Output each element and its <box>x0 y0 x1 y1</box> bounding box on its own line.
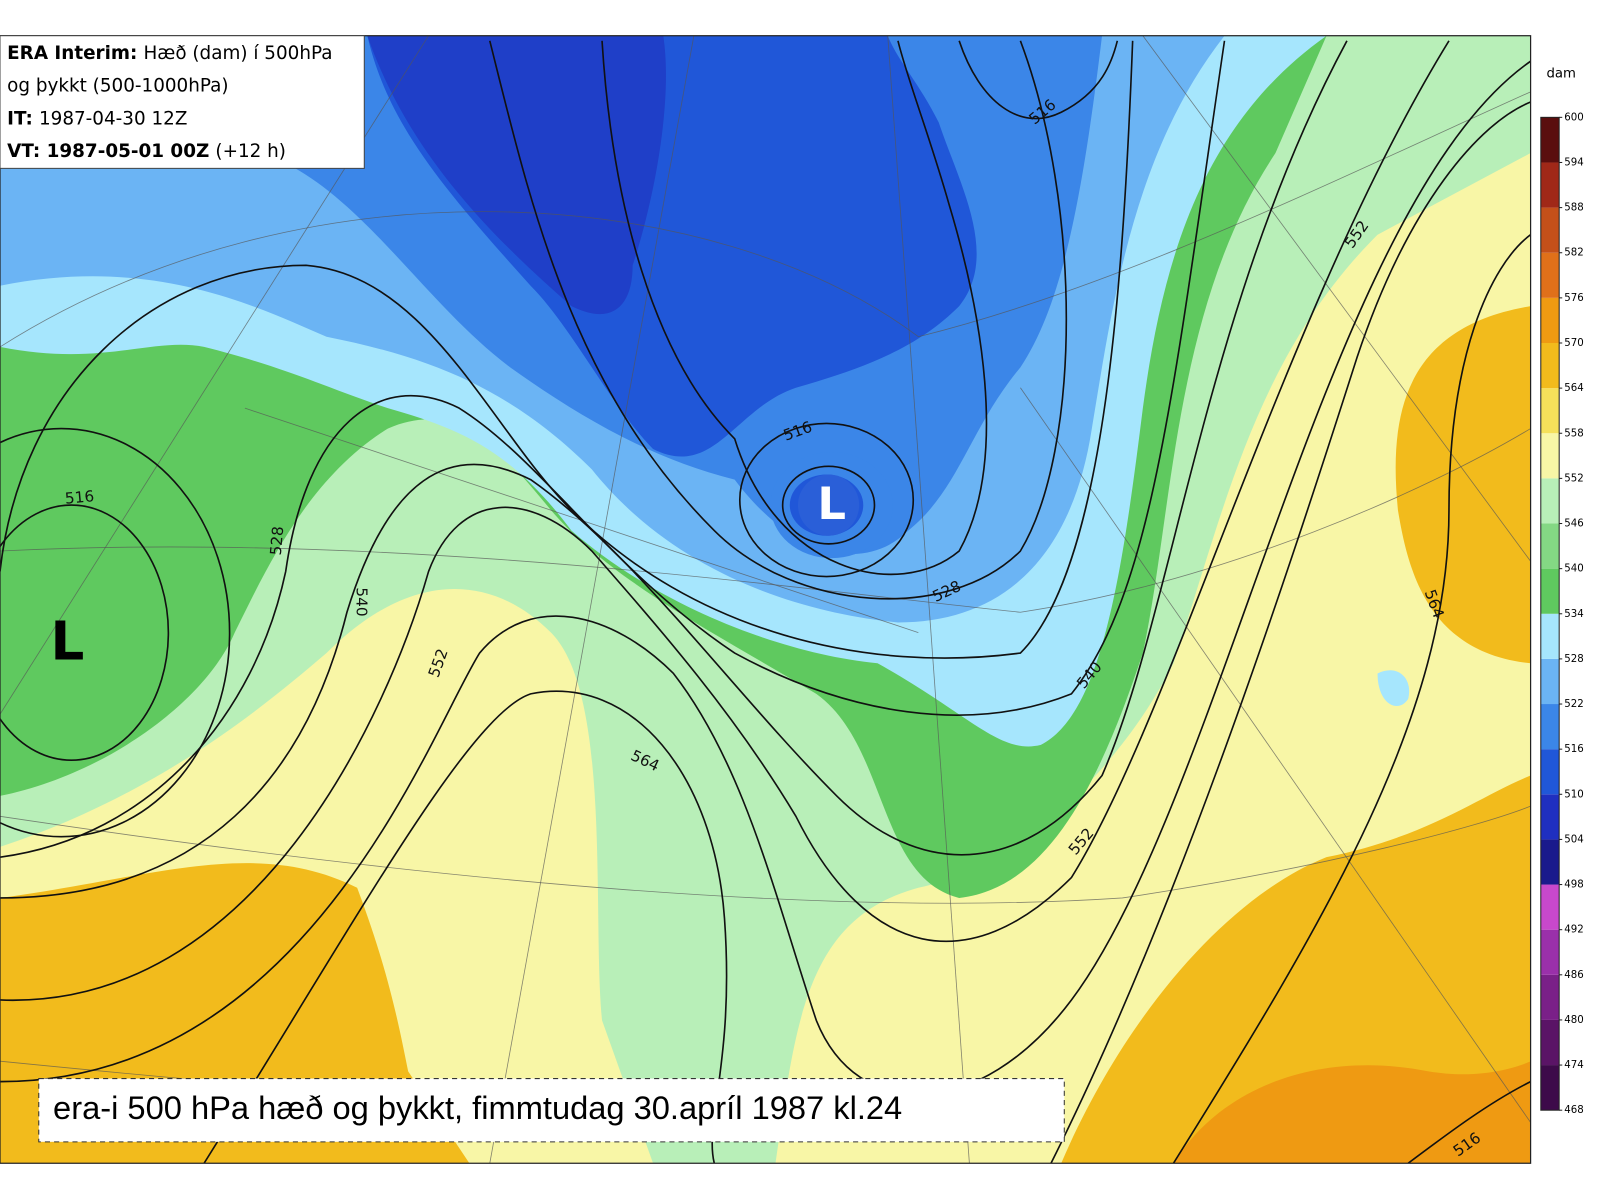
colorbar-band <box>1540 388 1560 434</box>
colorbar-band <box>1540 794 1560 840</box>
low-marker: L <box>50 611 84 673</box>
contour-label: 528 <box>267 525 287 556</box>
info-line: IT: 1987-04-30 12Z <box>7 108 187 129</box>
colorbar-band <box>1540 884 1560 930</box>
colorbar-tick-label: 522 <box>1564 699 1583 710</box>
colorbar-band <box>1540 613 1560 659</box>
colorbar-tick-label: 558 <box>1564 428 1583 439</box>
colorbar-band <box>1540 117 1560 163</box>
caption-box: era-i 500 hPa hæð og þykkt, fimmtudag 30… <box>38 1078 1065 1143</box>
colorbar-tick-label: 564 <box>1564 383 1583 394</box>
low-badge <box>797 474 860 536</box>
colorbar-band <box>1540 658 1560 705</box>
colorbar-band <box>1540 1065 1560 1111</box>
field-patch <box>1377 670 1410 707</box>
contour-lines <box>0 40 1531 1164</box>
map-frame <box>0 35 1532 1164</box>
colorbar-tick-label: 576 <box>1564 293 1583 304</box>
low-marker: L <box>817 477 846 530</box>
colorbar-tick-label: 540 <box>1564 564 1583 575</box>
info-line: VT: 1987-05-01 00Z (+12 h) <box>7 141 286 162</box>
colorbar-tick-label: 528 <box>1564 654 1583 665</box>
colorbar-band <box>1540 342 1560 389</box>
colorbar-band <box>1540 162 1560 208</box>
map-root: 516516516528540552564528540552552564516 … <box>0 35 1584 1164</box>
colorbar-tick-label: 594 <box>1564 157 1583 168</box>
caption-bg <box>38 1078 1065 1143</box>
colorbar-tick-label: 498 <box>1564 880 1583 891</box>
colorbar-tick-label: 546 <box>1564 519 1583 530</box>
colorbar-tick-label: 552 <box>1564 473 1583 484</box>
map-fill <box>0 35 1531 1164</box>
colorbar-tick-label: 588 <box>1564 203 1583 214</box>
colorbar-band <box>1540 839 1560 885</box>
colorbar-tick-label: 516 <box>1564 744 1583 755</box>
colorbar-band <box>1540 929 1560 975</box>
colorbar-band <box>1540 1019 1560 1066</box>
colorbar-band <box>1540 523 1560 569</box>
info-label: IT: <box>7 108 33 129</box>
colorbar: dam 468 474 480 486 492 498 504 510 516 522 528 534… <box>1540 66 1584 1116</box>
contour-label: 516 <box>64 487 95 507</box>
colorbar-unit: dam <box>1546 66 1575 81</box>
info-text: 1987-04-30 12Z <box>39 108 187 129</box>
colorbar-tick-label: 486 <box>1564 970 1583 981</box>
colorbar-tick-label: 510 <box>1564 789 1583 800</box>
colorbar-band <box>1540 252 1560 298</box>
info-text: Hæð (dam) í 500hPa <box>143 43 332 64</box>
colorbar-tick-label: 582 <box>1564 248 1583 259</box>
colorbar-band <box>1540 704 1560 750</box>
colorbar-band <box>1540 749 1560 795</box>
colorbar-tick-label: 492 <box>1564 925 1583 936</box>
contour-label: 540 <box>353 587 371 616</box>
colorbar-band <box>1540 297 1560 343</box>
colorbar-tick-label: 504 <box>1564 834 1583 845</box>
info-line: ERA Interim: Hæð (dam) í 500hPa <box>7 43 332 64</box>
low-markers: LL <box>50 474 860 673</box>
colorbar-band <box>1540 433 1560 479</box>
info-label: ERA Interim: <box>7 43 137 64</box>
colorbar-band <box>1540 207 1560 253</box>
colorbar-tick-label: 600 <box>1564 112 1583 123</box>
colorbar-tick-label: 534 <box>1564 609 1583 620</box>
colorbar-tick-label: 468 <box>1564 1105 1583 1116</box>
colorbar-band <box>1540 568 1560 614</box>
colorbar-band <box>1540 478 1560 524</box>
colorbar-tick-label: 474 <box>1564 1060 1583 1071</box>
field-deep-blue <box>367 35 666 315</box>
colorbar-band <box>1540 974 1560 1020</box>
colorbar-tick-label: 570 <box>1564 338 1583 349</box>
info-line: og þykkt (500-1000hPa) <box>7 76 228 97</box>
colorbar-tick-label: 480 <box>1564 1015 1583 1026</box>
caption: era-i 500 hPa hæð og þykkt, fimmtudag 30… <box>53 1089 902 1126</box>
info-box: ERA Interim: Hæð (dam) í 500hPa og þykkt … <box>0 35 365 169</box>
info-box-bg <box>0 35 365 169</box>
info-label: VT: 1987-05-01 00Z <box>7 141 209 162</box>
info-text: (+12 h) <box>215 141 286 162</box>
